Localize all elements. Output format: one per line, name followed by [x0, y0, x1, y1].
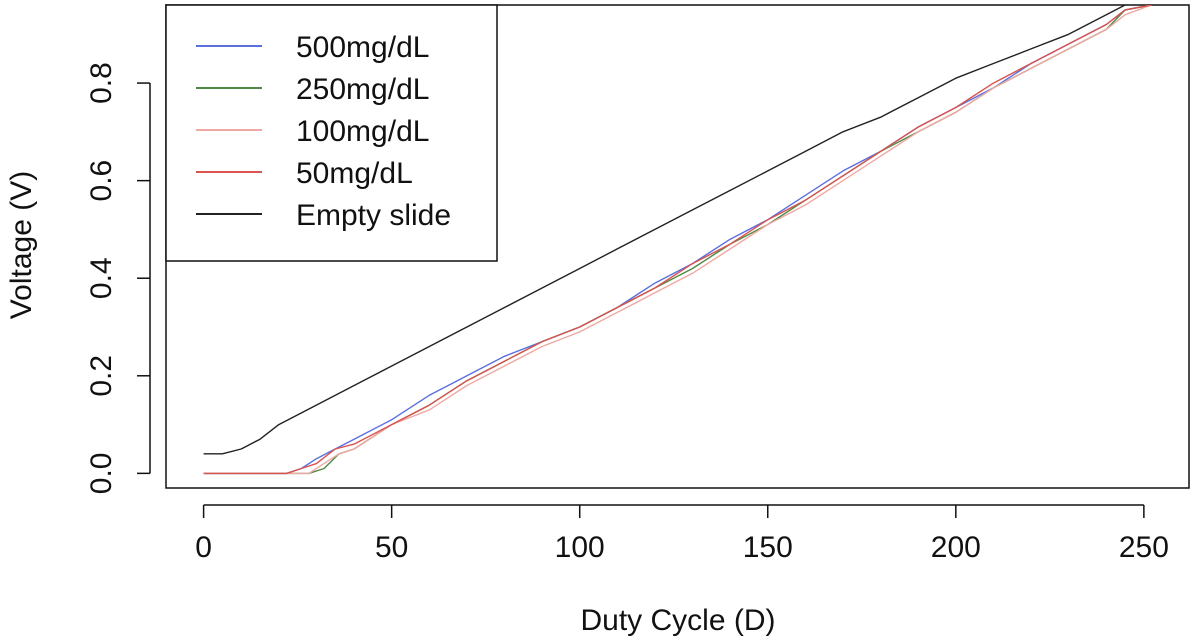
series-line-4: [203, 5, 1129, 455]
y-tick-label: 0.8: [85, 62, 118, 104]
y-tick-label: 0.4: [85, 257, 118, 299]
x-tick-label: 200: [931, 531, 981, 564]
legend-label: 500mg/dL: [296, 31, 429, 64]
series-line-2: [203, 5, 1152, 475]
y-tick-label: 0.6: [85, 160, 118, 202]
x-tick-label: 150: [743, 531, 793, 564]
legend: 500mg/dL 250mg/dL 100mg/dL 50mg/dL Empty sli…: [165, 4, 498, 262]
y-tick-label: 0.0: [85, 453, 118, 495]
series-layer: [203, 5, 1152, 475]
x-tick-label: 50: [375, 531, 408, 564]
legend-box: [165, 4, 498, 262]
series-line-0: [203, 5, 1152, 475]
x-axis-title: Duty Cycle (D): [580, 604, 775, 637]
legend-label: 250mg/dL: [296, 73, 429, 106]
x-axis: 0 50 100 150 200 250: [195, 504, 1169, 564]
y-axis-title: Voltage (V): [5, 171, 38, 319]
legend-label: 50mg/dL: [296, 157, 413, 190]
y-axis: 0.0 0.2 0.4 0.6 0.8: [85, 62, 151, 495]
x-tick-label: 250: [1119, 531, 1169, 564]
x-tick-label: 0: [195, 531, 212, 564]
legend-label: 100mg/dL: [296, 115, 429, 148]
series-line-3: [203, 5, 1152, 475]
y-tick-label: 0.2: [85, 355, 118, 397]
x-tick-label: 100: [555, 531, 605, 564]
legend-label: Empty slide: [296, 199, 451, 232]
